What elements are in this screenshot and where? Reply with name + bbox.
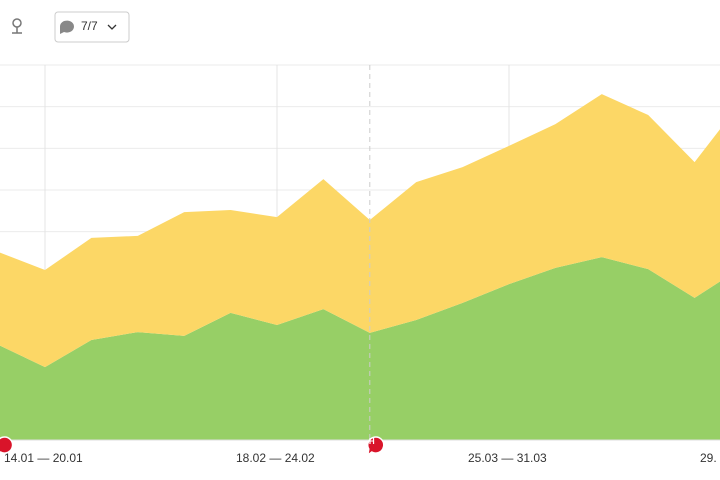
- x-tick-label: 29.: [700, 451, 717, 465]
- annotation-label: H: [369, 437, 375, 446]
- toolbar: 7/7: [0, 11, 720, 66]
- annotation-pin: [366, 436, 385, 457]
- chevron: [107, 24, 117, 30]
- event-pin: [0, 436, 14, 454]
- x-tick-label: 25.03 — 31.03: [468, 451, 547, 465]
- x-tick-label: 18.02 — 24.02: [236, 451, 315, 465]
- comment-icon: [59, 20, 74, 34]
- comments-counter: 7/7: [81, 19, 98, 33]
- x-tick-label: 14.01 — 20.01: [4, 451, 83, 465]
- comments-button[interactable]: [54, 11, 130, 43]
- area: [0, 94, 720, 368]
- area: [0, 257, 720, 440]
- pin-icon[interactable]: [12, 18, 22, 34]
